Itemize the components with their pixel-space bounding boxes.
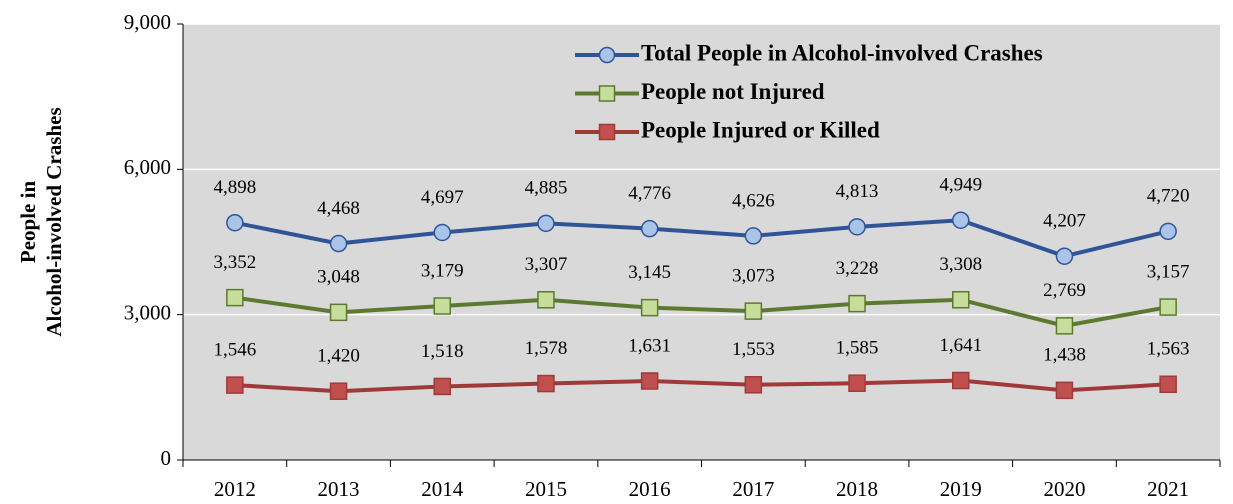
data-label: 3,179 <box>421 260 464 281</box>
x-tick-label: 2019 <box>940 477 982 501</box>
data-label: 1,553 <box>732 339 775 360</box>
marker <box>226 288 244 307</box>
data-label: 4,626 <box>732 190 775 211</box>
y-axis-label: People in <box>16 181 40 264</box>
y-axis-label: Alcohol-involved Crashes <box>42 107 66 336</box>
y-tick-label: 3,000 <box>124 300 171 324</box>
marker <box>1159 298 1177 316</box>
marker <box>598 46 616 64</box>
x-tick-label: 2021 <box>1147 477 1189 501</box>
marker <box>744 376 763 394</box>
marker <box>1159 222 1177 241</box>
marker <box>1055 381 1074 400</box>
legend-label: People Injured or Killed <box>641 117 880 142</box>
data-label: 4,720 <box>1147 186 1190 207</box>
data-label: 4,885 <box>525 178 568 199</box>
marker <box>433 223 451 242</box>
data-label: 1,563 <box>1147 339 1190 360</box>
marker <box>1055 317 1074 335</box>
data-label: 3,228 <box>836 258 879 279</box>
marker <box>329 382 348 400</box>
y-tick-label: 6,000 <box>124 155 171 179</box>
marker <box>640 372 659 390</box>
marker <box>744 227 763 245</box>
marker <box>640 219 659 238</box>
data-label: 3,307 <box>525 254 568 275</box>
data-label: 4,697 <box>421 187 464 208</box>
data-label: 3,073 <box>732 265 775 286</box>
data-label: 1,631 <box>628 335 671 356</box>
data-label: 3,048 <box>317 267 360 288</box>
marker <box>952 290 970 309</box>
marker <box>598 123 616 141</box>
marker <box>640 298 659 317</box>
data-label: 4,207 <box>1043 211 1086 232</box>
marker <box>226 376 244 394</box>
data-label: 4,898 <box>213 177 256 198</box>
marker <box>433 377 451 396</box>
y-tick-label: 0 <box>161 446 172 470</box>
x-tick-label: 2012 <box>214 477 256 501</box>
marker <box>226 213 244 232</box>
marker <box>1159 375 1177 394</box>
x-tick-label: 2016 <box>629 477 671 501</box>
data-label: 3,308 <box>939 254 982 275</box>
legend-label: Total People in Alcohol-involved Crashes <box>641 40 1043 65</box>
x-tick-label: 2017 <box>732 477 774 501</box>
data-label: 2,769 <box>1043 280 1086 301</box>
data-label: 4,776 <box>628 183 671 204</box>
marker <box>537 374 555 393</box>
marker <box>952 211 970 229</box>
series-line <box>234 218 1169 259</box>
data-label: 4,949 <box>939 175 982 196</box>
x-tick-label: 2015 <box>525 477 567 501</box>
series-line <box>234 295 1169 328</box>
marker <box>433 297 451 315</box>
data-label: 1,420 <box>317 346 360 367</box>
data-label: 4,468 <box>317 198 360 219</box>
data-label: 1,438 <box>1043 345 1086 366</box>
marker <box>598 85 616 102</box>
marker <box>848 294 866 313</box>
x-tick-label: 2018 <box>836 477 878 501</box>
x-tick-label: 2020 <box>1043 477 1085 501</box>
marker <box>1055 247 1074 265</box>
data-label: 1,518 <box>421 341 464 362</box>
data-label: 3,145 <box>628 262 671 283</box>
data-label: 1,546 <box>213 339 256 360</box>
data-label: 3,157 <box>1147 261 1190 282</box>
data-label: 3,352 <box>213 252 256 273</box>
marker <box>537 214 555 233</box>
marker <box>848 218 866 236</box>
marker <box>744 302 763 320</box>
legend-label: People not Injured <box>641 79 825 104</box>
x-tick-label: 2014 <box>421 477 464 501</box>
marker <box>537 291 555 309</box>
data-label: 1,641 <box>939 335 982 356</box>
series-line <box>234 378 1169 394</box>
data-label: 1,578 <box>525 338 568 359</box>
data-label: 4,813 <box>836 181 879 202</box>
data-label: 1,585 <box>836 338 879 359</box>
marker <box>329 234 348 253</box>
marker <box>329 303 348 322</box>
marker <box>952 371 970 390</box>
marker <box>848 374 866 392</box>
y-tick-label: 9,000 <box>124 10 171 34</box>
x-tick-label: 2013 <box>318 477 360 501</box>
